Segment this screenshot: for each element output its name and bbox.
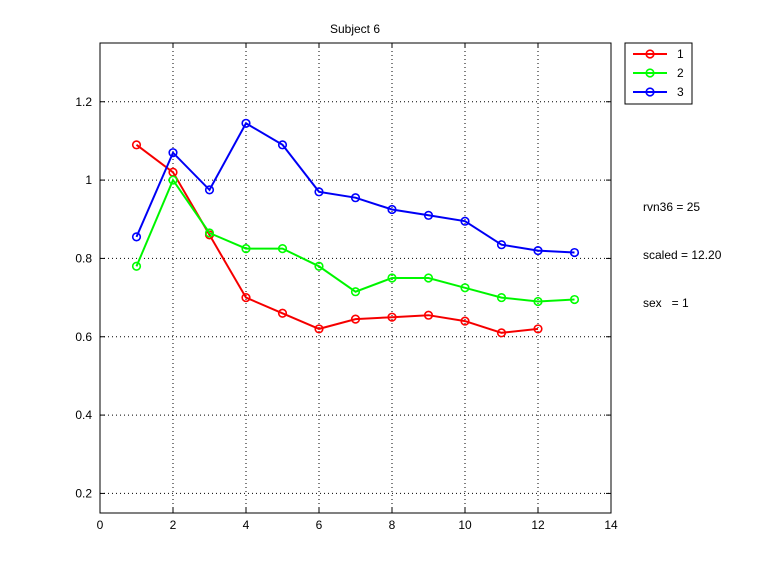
series-line bbox=[135, 144, 539, 334]
legend-swatch-marker bbox=[645, 68, 655, 78]
data-point bbox=[533, 296, 543, 307]
data-point bbox=[569, 294, 580, 305]
data-point bbox=[314, 261, 324, 271]
y-tick-label: 0.4 bbox=[75, 408, 92, 422]
y-tick-label: 0.2 bbox=[75, 486, 92, 500]
data-point bbox=[423, 273, 434, 283]
x-tick-label: 14 bbox=[604, 518, 618, 532]
series-line-core bbox=[136, 144, 539, 334]
chart-title: Subject 6 bbox=[330, 22, 380, 36]
series-line-core bbox=[136, 122, 575, 253]
data-point bbox=[241, 292, 251, 303]
data-point bbox=[314, 187, 324, 197]
annotation-sex: sex = 1 bbox=[643, 296, 689, 310]
data-point bbox=[131, 140, 142, 150]
x-tick-label: 6 bbox=[316, 518, 323, 532]
data-point bbox=[168, 148, 178, 158]
data-point bbox=[241, 244, 251, 254]
data-point bbox=[460, 316, 470, 326]
data-point bbox=[387, 312, 397, 322]
grid-lines bbox=[100, 43, 611, 513]
data-point bbox=[496, 292, 507, 303]
axes: 0 2 4 6 8 10 12 14 0.2 0.4 0.6 0.8 1 1.2 bbox=[75, 42, 618, 532]
data-point bbox=[277, 308, 288, 318]
x-tick-label: 10 bbox=[458, 518, 472, 532]
annotation-scaled: scaled = 12.20 bbox=[643, 248, 722, 262]
x-tick-label: 4 bbox=[243, 518, 250, 532]
data-point bbox=[496, 240, 507, 250]
data-point bbox=[350, 287, 361, 297]
y-tick-label: 0.6 bbox=[75, 330, 92, 344]
data-point bbox=[533, 245, 543, 256]
series-2 bbox=[131, 175, 580, 307]
plot-frame bbox=[99, 42, 612, 514]
data-point bbox=[277, 244, 288, 254]
y-tick-label: 1.2 bbox=[75, 95, 92, 109]
data-point bbox=[460, 283, 470, 293]
legend-label: 3 bbox=[677, 85, 684, 99]
data-point bbox=[387, 204, 397, 215]
data-point bbox=[423, 210, 434, 220]
legend-swatch-marker bbox=[645, 49, 655, 59]
data-point bbox=[131, 232, 142, 242]
y-tick-label: 0.8 bbox=[75, 251, 92, 265]
legend: 1 2 3 bbox=[624, 42, 693, 105]
series-line-core bbox=[136, 179, 575, 302]
legend-label: 1 bbox=[677, 47, 684, 61]
series-lines bbox=[131, 118, 580, 338]
data-point bbox=[314, 324, 324, 334]
data-point bbox=[460, 216, 470, 226]
data-point bbox=[350, 314, 361, 324]
x-tick-label: 12 bbox=[531, 518, 545, 532]
y-tick-label: 1 bbox=[85, 173, 92, 187]
data-point bbox=[204, 185, 215, 195]
data-point bbox=[131, 261, 142, 271]
series-line bbox=[135, 121, 575, 254]
annotation-text: rvn36 = 25 scaled = 12.20 sex = 1 bbox=[643, 167, 721, 327]
series-1 bbox=[131, 140, 543, 338]
data-point bbox=[533, 324, 543, 334]
data-point bbox=[496, 328, 507, 338]
x-tick-label: 0 bbox=[97, 518, 104, 532]
data-point bbox=[204, 228, 215, 238]
data-point bbox=[350, 193, 361, 203]
x-tick-label: 2 bbox=[170, 518, 177, 532]
x-tick-label: 8 bbox=[389, 518, 396, 532]
series-3 bbox=[131, 118, 580, 258]
data-point bbox=[277, 140, 288, 150]
data-point bbox=[241, 118, 251, 128]
data-point bbox=[387, 273, 397, 283]
annotation-rvn36: rvn36 = 25 bbox=[643, 200, 701, 214]
data-point bbox=[423, 310, 434, 320]
legend-label: 2 bbox=[677, 66, 684, 80]
legend-swatch-marker bbox=[645, 87, 655, 97]
data-point bbox=[569, 247, 580, 258]
data-point bbox=[168, 175, 178, 185]
